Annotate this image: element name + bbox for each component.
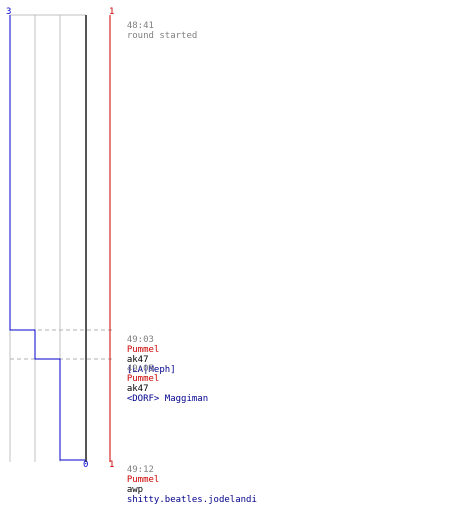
series-line-blue xyxy=(9,15,85,461)
blue-end-label: 0 xyxy=(83,460,88,470)
event-status-text: round started xyxy=(126,31,198,41)
event-kill: 49:12 Pummel awp shitty.beatles.jodeland… xyxy=(116,455,257,505)
event-weapon: ak47 xyxy=(126,355,149,365)
event-kill: 49:05 Pummel ak47 <DORF> Maggiman xyxy=(116,354,208,404)
event-round-start: 48:41 round started xyxy=(116,11,197,41)
event-killer: Pummel xyxy=(126,345,160,355)
red-end-label: 1 xyxy=(109,460,114,470)
event-killer: Pummel xyxy=(126,374,160,384)
event-victim: <DORF> Maggiman xyxy=(126,394,209,404)
event-weapon: awp xyxy=(126,485,144,495)
event-victim: shitty.beatles.jodelandi xyxy=(126,495,257,505)
event-time: 49:05 xyxy=(126,364,154,374)
event-time: 49:03 xyxy=(126,335,154,345)
event-weapon: ak47 xyxy=(126,384,149,394)
event-time: 49:12 xyxy=(126,465,154,475)
event-time: 48:41 xyxy=(126,21,154,31)
red-start-label: 1 xyxy=(109,7,114,17)
event-kill: 49:03 Pummel ak47 [LA|Meph] xyxy=(116,325,176,375)
event-victim: [LA|Meph] xyxy=(126,365,176,375)
event-killer: Pummel xyxy=(126,475,160,485)
blue-start-label: 3 xyxy=(6,7,11,17)
